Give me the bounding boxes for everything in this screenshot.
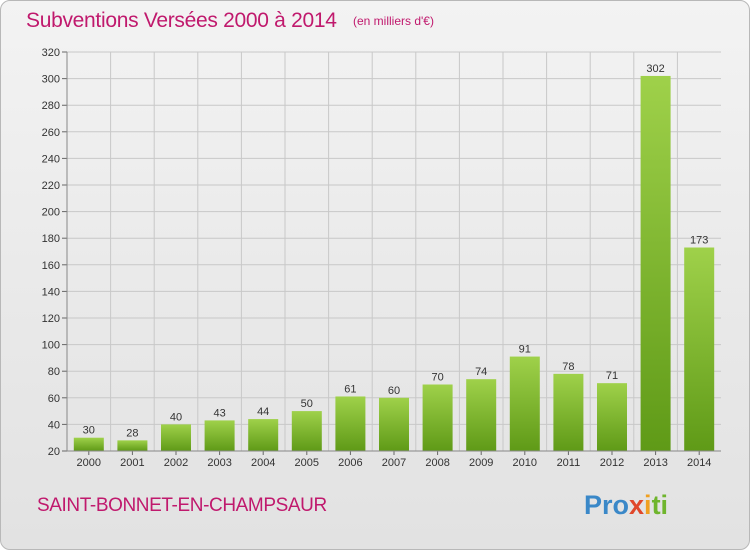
x-tick-label: 2013 <box>643 457 667 469</box>
x-tick-label: 2012 <box>600 457 624 469</box>
bar <box>379 397 409 451</box>
y-tick-label: 200 <box>42 207 60 219</box>
x-tick-label: 2008 <box>425 457 449 469</box>
logo-part-3: i <box>644 490 652 520</box>
y-tick-label: 320 <box>42 47 60 59</box>
y-tick-label: 120 <box>42 313 60 325</box>
bar <box>291 411 322 451</box>
y-tick-label: 40 <box>48 419 60 431</box>
bar-value-label: 50 <box>301 398 313 410</box>
bar-value-label: 173 <box>690 235 708 247</box>
y-tick-label: 180 <box>42 233 60 245</box>
bar-value-label: 43 <box>213 407 225 419</box>
x-tick-label: 2005 <box>295 457 319 469</box>
bar <box>684 247 715 451</box>
proxiti-logo[interactable]: Proxiti <box>584 490 668 521</box>
y-tick-label: 160 <box>42 260 60 272</box>
x-tick-label: 2006 <box>338 457 362 469</box>
bar-value-label: 61 <box>344 383 356 395</box>
y-tick-label: 240 <box>42 153 60 165</box>
bar-value-label: 44 <box>257 406 269 418</box>
y-tick-label: 300 <box>42 74 60 86</box>
bar <box>640 75 671 451</box>
logo-part-1: Pro <box>584 490 630 520</box>
bar-value-label: 28 <box>126 427 138 439</box>
bar <box>204 420 235 451</box>
x-tick-label: 2000 <box>77 457 101 469</box>
x-tick-label: 2001 <box>120 457 144 469</box>
bar <box>73 437 104 451</box>
x-tick-label: 2014 <box>687 457 711 469</box>
bar <box>509 356 540 451</box>
x-tick-label: 2007 <box>382 457 406 469</box>
bar-value-label: 91 <box>519 344 531 356</box>
bar <box>335 396 366 451</box>
x-tick-label: 2002 <box>164 457 188 469</box>
city-name: SAINT-BONNET-EN-CHAMPSAUR <box>37 495 327 516</box>
bar <box>466 379 497 451</box>
logo-part-4: ti <box>651 490 669 520</box>
chart-subtitle: (en milliers d'€) <box>353 14 434 28</box>
y-tick-label: 20 <box>48 446 60 458</box>
bar-value-label: 70 <box>431 372 443 384</box>
bar <box>422 384 453 451</box>
bar-value-label: 60 <box>388 385 400 397</box>
x-tick-label: 2011 <box>557 457 581 469</box>
bar <box>248 419 279 451</box>
y-tick-label: 60 <box>48 393 60 405</box>
bar <box>117 440 148 451</box>
bar-value-label: 40 <box>170 411 182 423</box>
bar-value-label: 71 <box>606 370 618 382</box>
y-tick-label: 260 <box>42 127 60 139</box>
y-tick-label: 80 <box>48 366 60 378</box>
logo-part-2: x <box>629 490 645 520</box>
y-tick-label: 220 <box>42 180 60 192</box>
x-tick-label: 2009 <box>469 457 493 469</box>
x-tick-label: 2004 <box>251 457 275 469</box>
bar-value-label: 302 <box>646 63 664 75</box>
x-tick-label: 2010 <box>513 457 537 469</box>
bar-value-label: 74 <box>475 366 487 378</box>
x-tick-label: 2003 <box>207 457 231 469</box>
bar-value-label: 30 <box>83 425 95 437</box>
bar-value-label: 78 <box>562 361 574 373</box>
y-tick-label: 100 <box>42 340 60 352</box>
bar <box>161 424 191 451</box>
bar <box>597 383 627 451</box>
chart-title: Subventions Versées 2000 à 2014 <box>26 9 337 32</box>
y-tick-label: 140 <box>42 286 60 298</box>
y-tick-label: 280 <box>42 100 60 112</box>
bar <box>553 373 584 451</box>
